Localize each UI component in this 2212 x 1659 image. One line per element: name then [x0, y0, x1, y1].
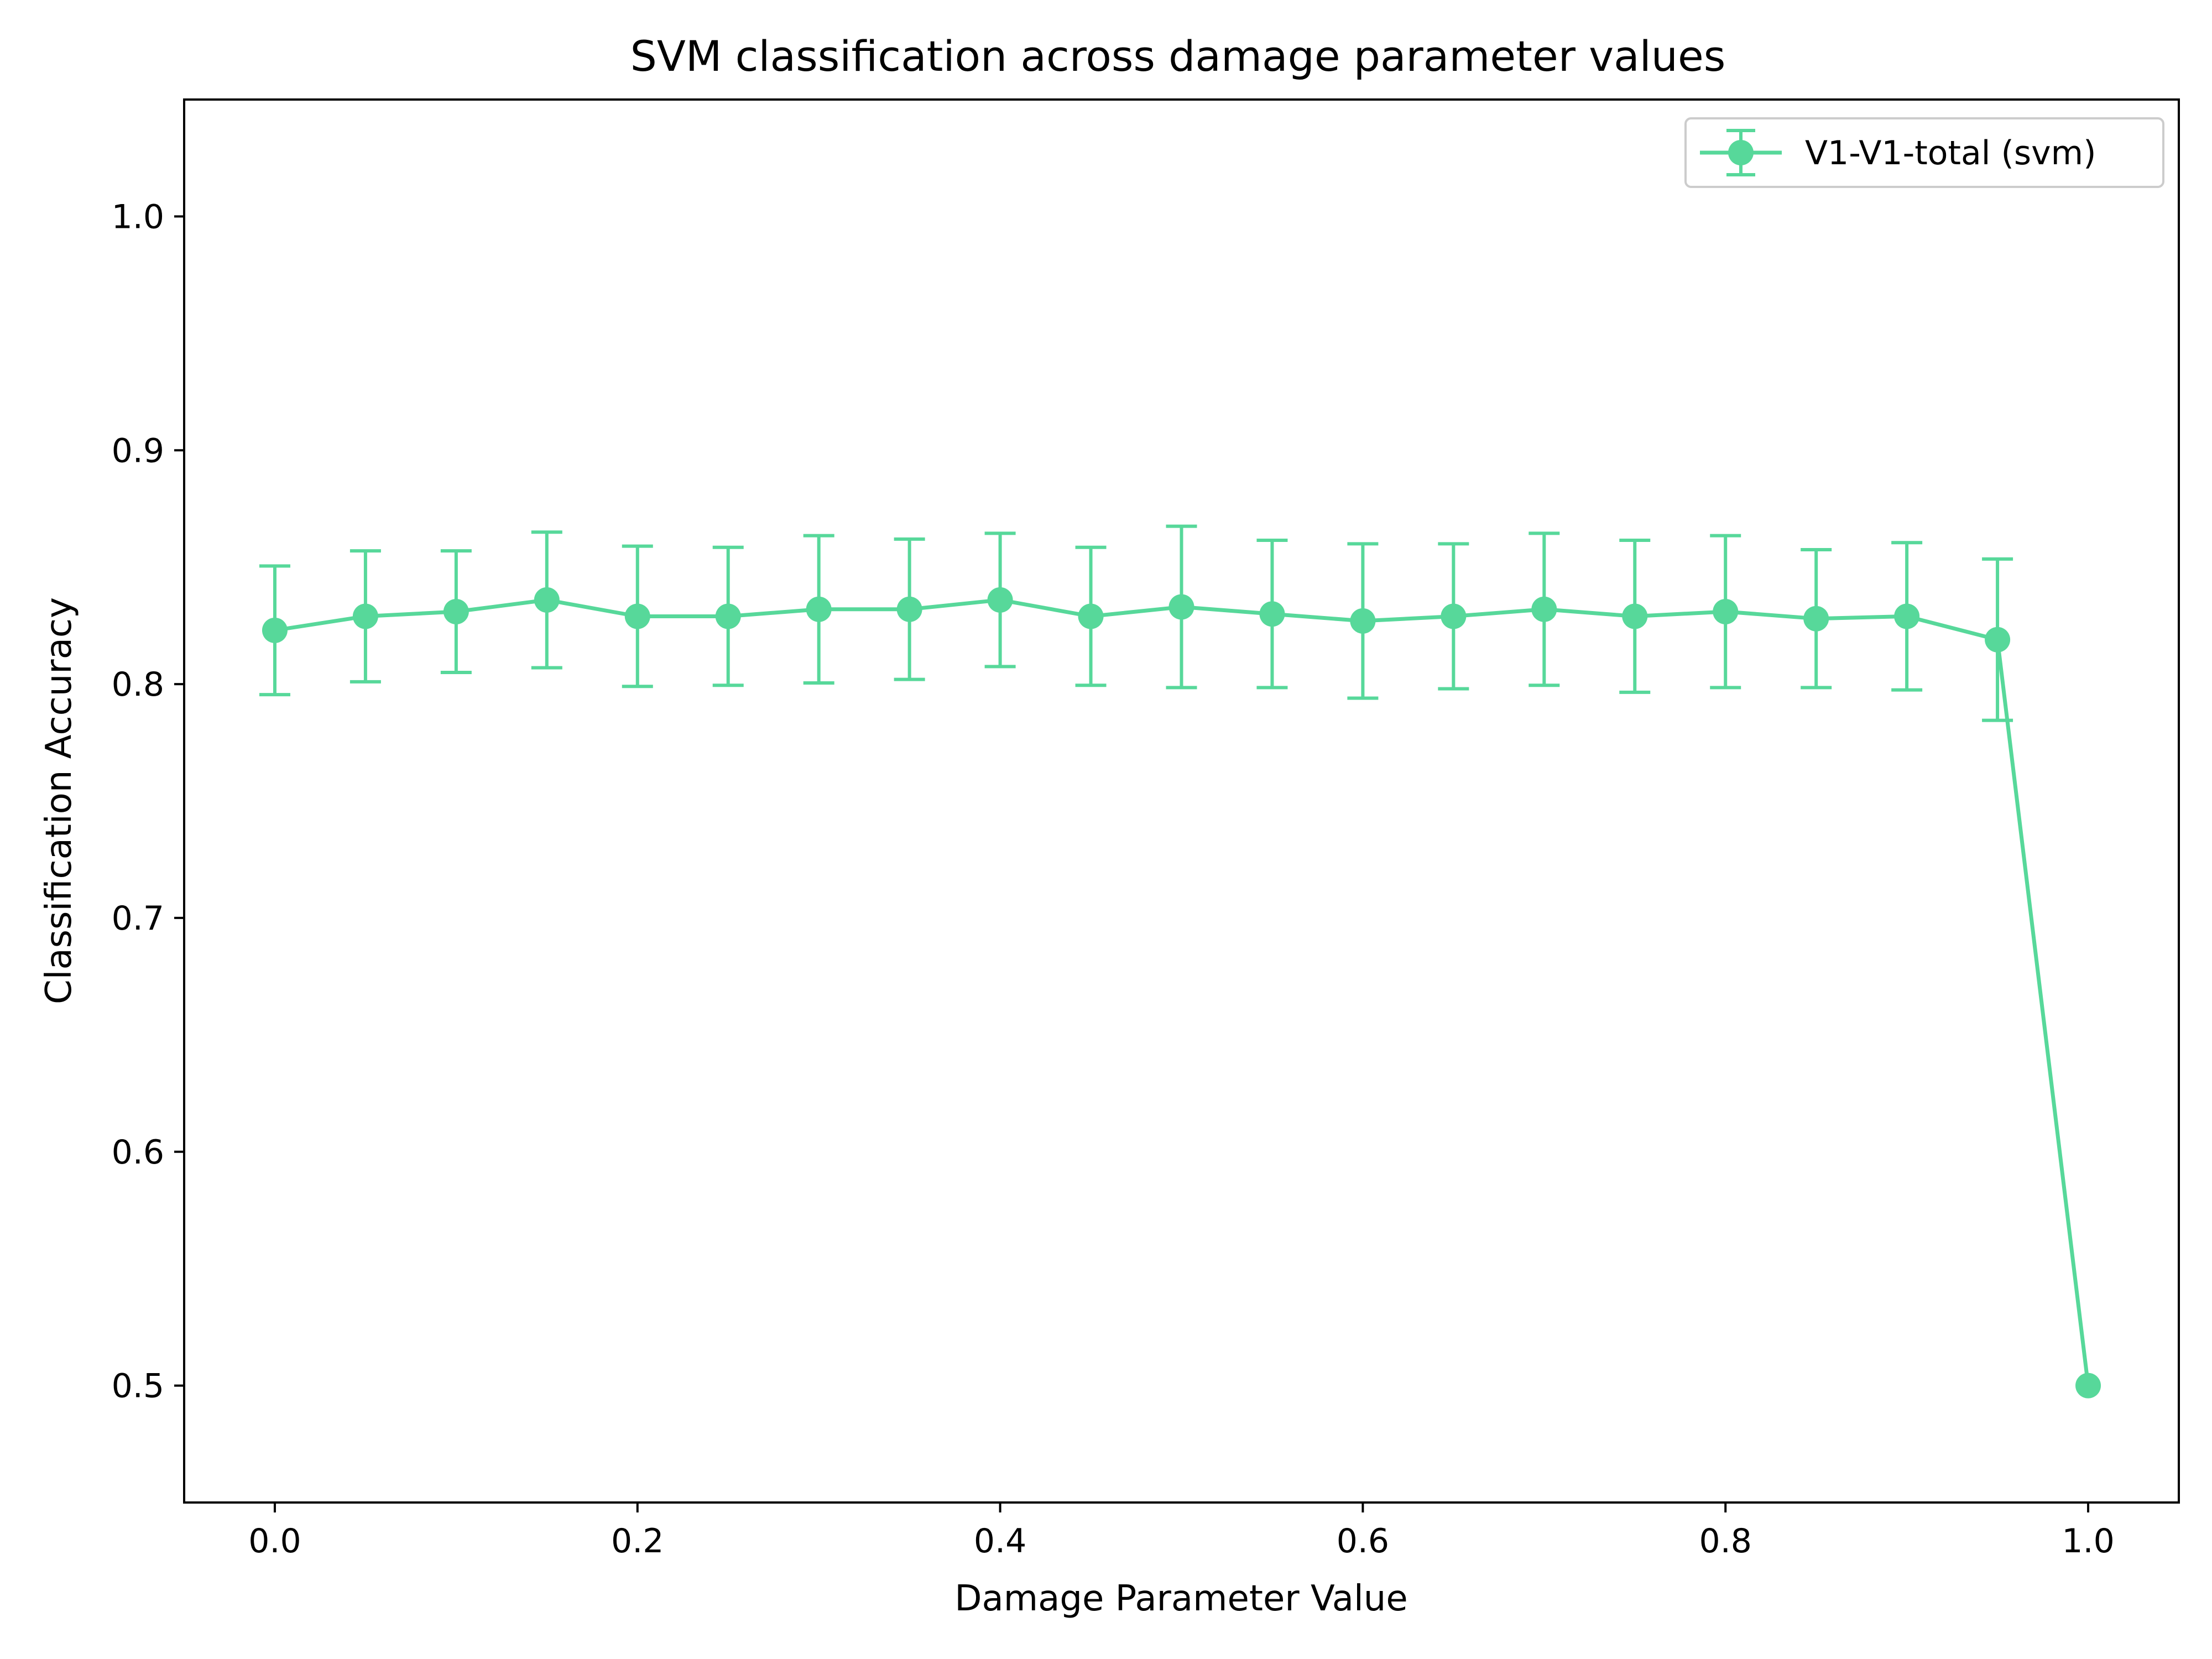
- data-point: [1078, 603, 1104, 629]
- x-tick-label: 0.0: [248, 1522, 301, 1561]
- data-point: [1531, 596, 1557, 622]
- data-point: [896, 596, 922, 622]
- x-tick-label: 0.4: [974, 1522, 1026, 1561]
- y-tick-label: 0.5: [112, 1367, 164, 1406]
- data-point: [1713, 599, 1739, 625]
- data-point: [443, 599, 469, 625]
- data-point: [1985, 627, 2011, 653]
- y-axis-label: Classification Accuracy: [39, 597, 80, 1004]
- data-point: [1622, 603, 1648, 629]
- data-point: [2075, 1373, 2101, 1399]
- y-tick-label: 0.7: [112, 899, 164, 938]
- data-point: [352, 603, 378, 629]
- x-tick-label: 1.0: [2062, 1522, 2114, 1561]
- y-tick-label: 1.0: [112, 197, 164, 236]
- axes-frame: [183, 98, 2180, 1504]
- chart-title: SVM classification across damage paramet…: [630, 32, 1726, 81]
- data-point: [1168, 594, 1194, 620]
- plot-area: [259, 524, 2101, 1399]
- y-axis: 0.5 0.6 0.7 0.8 0.9 1.0: [112, 197, 184, 1406]
- legend-label: V1-V1-total (svm): [1805, 134, 2096, 173]
- data-point: [806, 596, 832, 622]
- data-point: [1259, 601, 1285, 627]
- y-tick-label: 0.6: [112, 1133, 164, 1172]
- data-point: [1441, 603, 1467, 629]
- y-tick-label: 0.9: [112, 431, 164, 470]
- data-point: [1350, 608, 1376, 634]
- data-point: [1803, 606, 1829, 632]
- x-axis: 0.0 0.2 0.4 0.6 0.8 1.0: [248, 1503, 2115, 1561]
- x-axis-label: Damage Parameter Value: [954, 1578, 1407, 1619]
- x-tick-label: 0.6: [1337, 1522, 1389, 1561]
- y-tick-label: 0.8: [112, 665, 164, 704]
- data-point: [987, 587, 1013, 613]
- x-tick-label: 0.8: [1699, 1522, 1752, 1561]
- data-point: [1894, 603, 1920, 629]
- legend: V1-V1-total (svm): [1684, 117, 2164, 188]
- x-tick-label: 0.2: [611, 1522, 664, 1561]
- data-point: [624, 603, 650, 629]
- data-point: [534, 587, 560, 613]
- data-point: [262, 617, 288, 643]
- legend-box: [1684, 117, 2164, 188]
- legend-marker: [1728, 140, 1754, 165]
- data-point: [715, 603, 741, 629]
